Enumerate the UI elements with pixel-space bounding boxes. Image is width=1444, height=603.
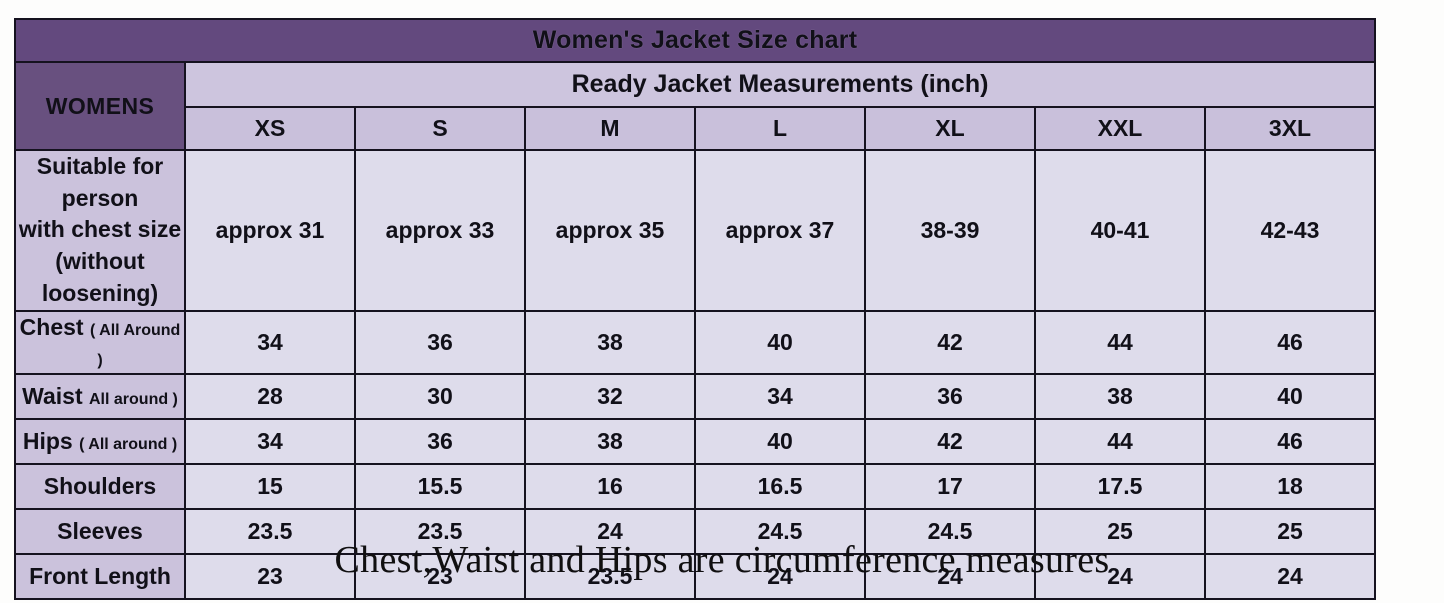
size-header-xxl: XXL	[1034, 106, 1206, 151]
size-header-m: M	[524, 106, 696, 151]
cell-shoulders-xxl: 17.5	[1034, 462, 1206, 510]
cell-sleeves-s: 23.5	[354, 507, 526, 555]
row-label-shoulders-text: Shoulders	[43, 473, 157, 500]
table-row-front-length: Front Length 23 23 23.5 24 24 24 24	[14, 552, 1376, 600]
cell-shoulders-xl: 17	[864, 462, 1036, 510]
cell-hips-xs: 34	[184, 417, 356, 465]
cell-shoulders-s: 15.5	[354, 462, 526, 510]
row-label-chest: Chest ( All Around )	[14, 309, 186, 375]
cell-suitable-xl: 38-39	[864, 149, 1036, 312]
cell-sleeves-xxl: 25	[1034, 507, 1206, 555]
cell-suitable-xxl: 40-41	[1034, 149, 1206, 312]
cell-chest-xl: 42	[864, 309, 1036, 375]
cell-chest-xxl: 44	[1034, 309, 1206, 375]
cell-sleeves-l: 24.5	[694, 507, 866, 555]
row-label-hips-sub: ( All around )	[79, 436, 178, 454]
cell-suitable-3xl: 42-43	[1204, 149, 1376, 312]
table-row-shoulders: Shoulders 15 15.5 16 16.5 17 17.5 18	[14, 462, 1376, 510]
cell-suitable-m: approx 35	[524, 149, 696, 312]
cell-shoulders-xs: 15	[184, 462, 356, 510]
row-label-waist-sub: All around )	[89, 391, 178, 409]
group-header-row: WOMENS Ready Jacket Measurements (inch)	[14, 61, 1376, 151]
cell-chest-m: 38	[524, 309, 696, 375]
cell-waist-xs: 28	[184, 372, 356, 420]
suitable-line-2: with chest size	[18, 216, 182, 243]
table-row-waist: Waist All around ) 28 30 32 34 36 38 40	[14, 372, 1376, 420]
cell-waist-3xl: 40	[1204, 372, 1376, 420]
cell-suitable-xs: approx 31	[184, 149, 356, 312]
group-header-measurements: Ready Jacket Measurements (inch)	[184, 61, 1376, 108]
cell-hips-s: 36	[354, 417, 526, 465]
cell-suitable-s: approx 33	[354, 149, 526, 312]
cell-front-length-m: 23.5	[524, 552, 696, 600]
row-label-waist-text: Waist	[22, 383, 83, 410]
chart-title: Women's Jacket Size chart	[14, 18, 1376, 63]
cell-front-length-xxl: 24	[1034, 552, 1206, 600]
cell-front-length-xl: 24	[864, 552, 1036, 600]
row-label-suitable: Suitable for person with chest size (wit…	[14, 149, 186, 312]
size-header-row: XS S M L XL XXL 3XL	[15, 106, 1376, 151]
size-header-3xl: 3XL	[1204, 106, 1376, 151]
cell-sleeves-m: 24	[524, 507, 696, 555]
cell-sleeves-xl: 24.5	[864, 507, 1036, 555]
cell-waist-m: 32	[524, 372, 696, 420]
cell-sleeves-xs: 23.5	[184, 507, 356, 555]
cell-suitable-l: approx 37	[694, 149, 866, 312]
cropped-top-text-strip	[0, 0, 1444, 18]
suitable-line-1: Suitable for person	[36, 153, 164, 211]
row-label-sleeves: Sleeves	[14, 507, 186, 555]
cell-waist-l: 34	[694, 372, 866, 420]
cell-chest-xs: 34	[184, 309, 356, 375]
row-label-hips-text: Hips	[22, 428, 73, 455]
size-header-s: S	[354, 106, 526, 151]
cell-hips-l: 40	[694, 417, 866, 465]
table-title-row: Women's Jacket Size chart	[14, 18, 1376, 63]
table-row-chest: Chest ( All Around ) 34 36 38 40 42 44 4…	[14, 309, 1376, 375]
corner-label-womens: WOMENS	[14, 61, 186, 151]
cell-waist-xl: 36	[864, 372, 1036, 420]
cell-hips-xxl: 44	[1034, 417, 1206, 465]
cell-waist-s: 30	[354, 372, 526, 420]
cell-sleeves-3xl: 25	[1204, 507, 1376, 555]
row-label-front-length: Front Length	[14, 552, 186, 600]
table-row-sleeves: Sleeves 23.5 23.5 24 24.5 24.5 25 25	[14, 507, 1376, 555]
table-row-hips: Hips ( All around ) 34 36 38 40 42 44 46	[14, 417, 1376, 465]
size-header-xl: XL	[864, 106, 1036, 151]
cell-chest-s: 36	[354, 309, 526, 375]
row-label-sleeves-text: Sleeves	[57, 518, 143, 545]
row-label-hips: Hips ( All around )	[14, 417, 186, 465]
row-label-front-length-text: Front Length	[29, 563, 171, 590]
cell-chest-3xl: 46	[1204, 309, 1376, 375]
cell-front-length-3xl: 24	[1204, 552, 1376, 600]
cell-front-length-xs: 23	[184, 552, 356, 600]
cell-front-length-l: 24	[694, 552, 866, 600]
row-label-chest-sub: ( All Around )	[89, 321, 181, 370]
footer-note: Chest,Waist and Hips are circumference m…	[334, 539, 1110, 581]
row-label-chest-text: Chest	[19, 313, 84, 340]
row-label-shoulders: Shoulders	[14, 462, 186, 510]
size-header-l: L	[694, 106, 866, 151]
suitable-line-3: (without loosening)	[41, 248, 159, 306]
cell-shoulders-l: 16.5	[694, 462, 866, 510]
cell-hips-m: 38	[524, 417, 696, 465]
size-chart-container: Women's Jacket Size chart WOMENS Ready J…	[14, 18, 1376, 600]
cell-hips-3xl: 46	[1204, 417, 1376, 465]
cell-shoulders-3xl: 18	[1204, 462, 1376, 510]
size-header-xs: XS	[184, 106, 356, 151]
cell-chest-l: 40	[694, 309, 866, 375]
cell-shoulders-m: 16	[524, 462, 696, 510]
row-label-waist: Waist All around )	[14, 372, 186, 420]
table-row-suitable-chest-size: Suitable for person with chest size (wit…	[14, 149, 1376, 312]
cell-waist-xxl: 38	[1034, 372, 1206, 420]
cell-front-length-s: 23	[354, 552, 526, 600]
cell-hips-xl: 42	[864, 417, 1036, 465]
womens-jacket-size-table: Women's Jacket Size chart WOMENS Ready J…	[14, 18, 1376, 600]
